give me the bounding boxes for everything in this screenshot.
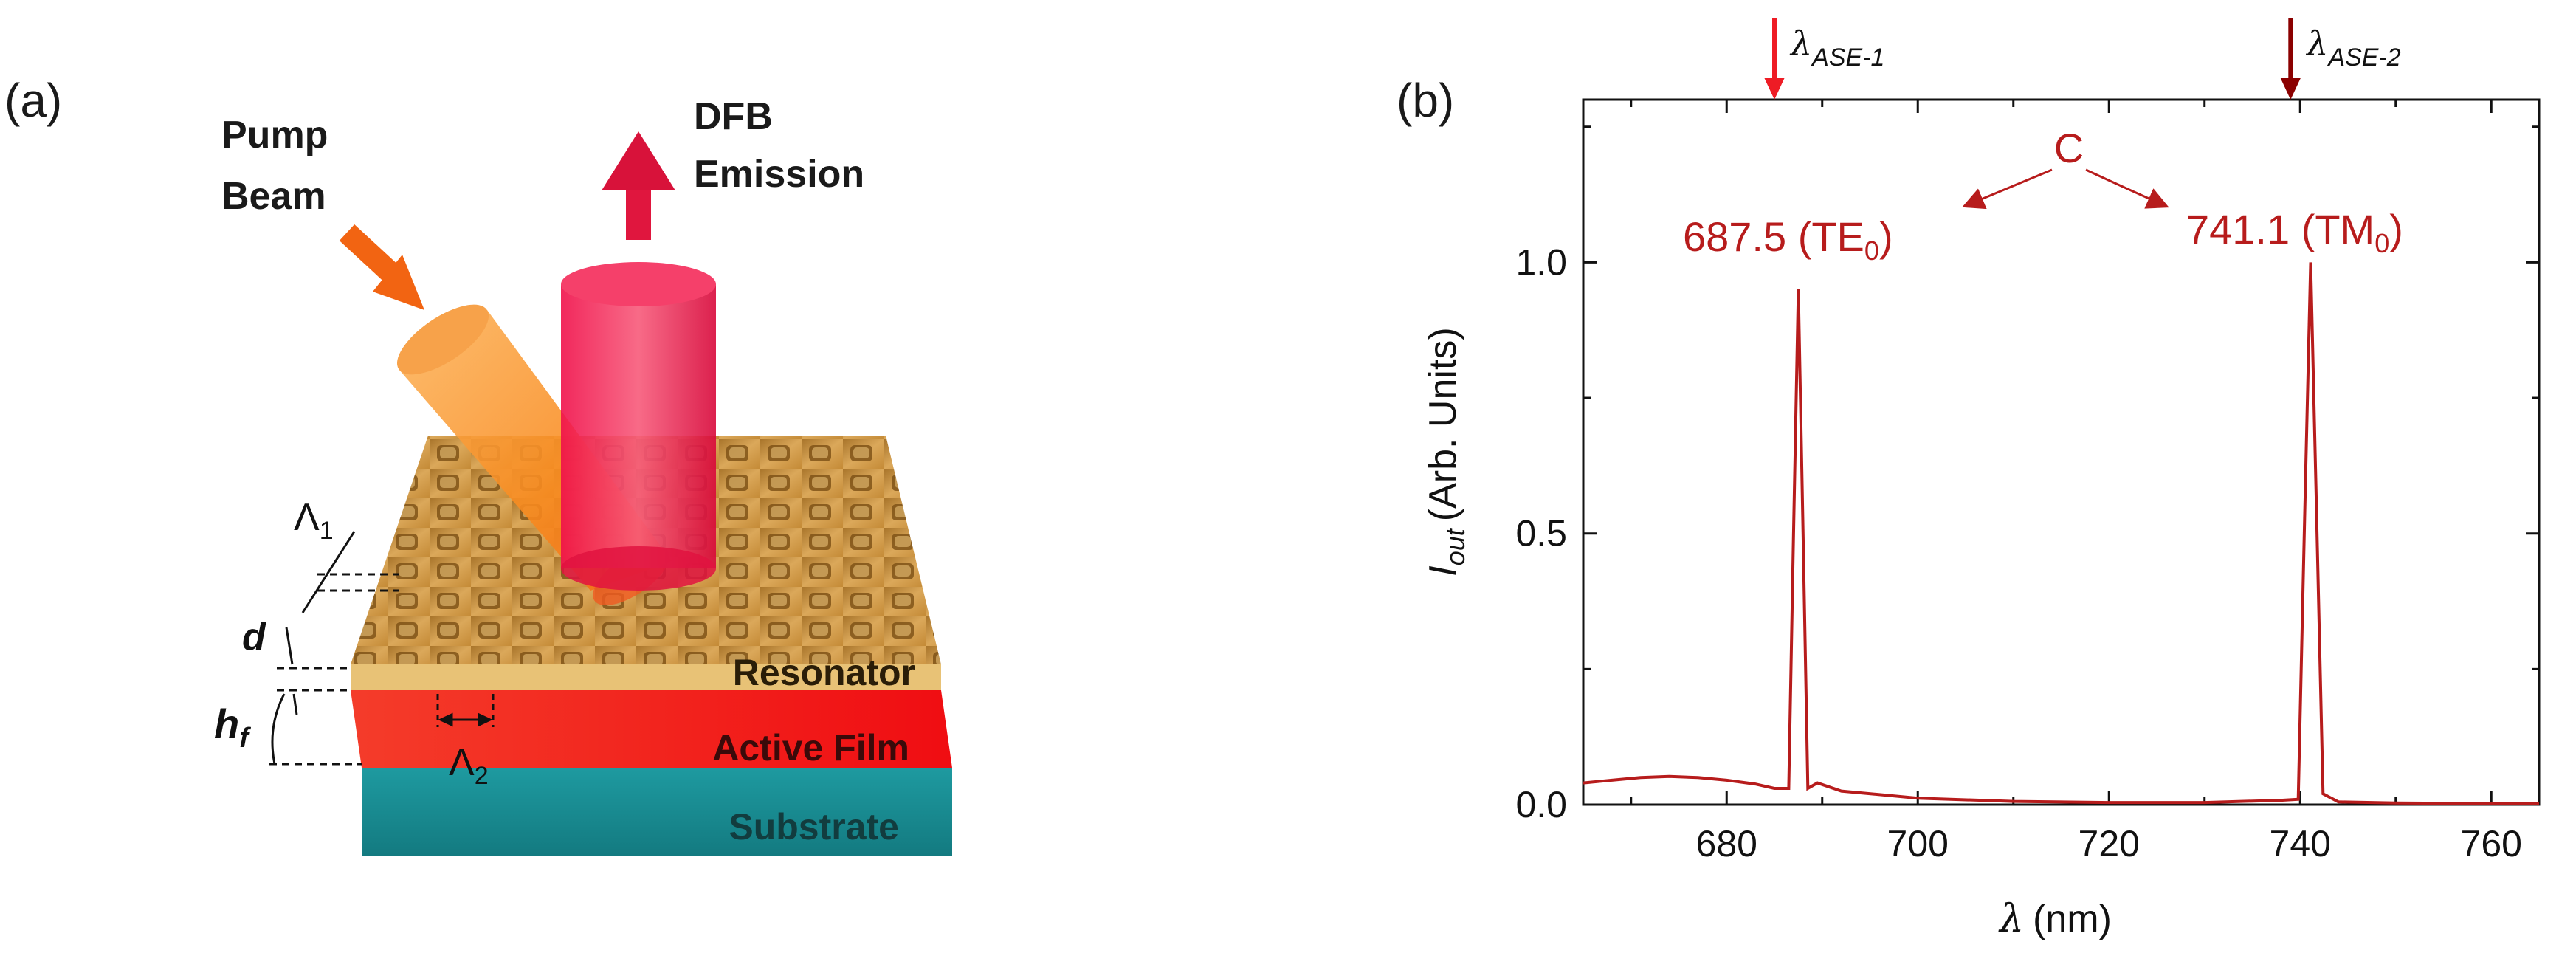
peak2-label: 741.1 (TM0) [2186,206,2403,258]
lambda2-dimension [436,694,495,727]
d-label: d [242,616,266,658]
pump-arrow-icon [339,224,424,310]
panel-a-label: (a) [4,74,62,127]
lambda1-dimension [301,531,399,613]
hf-label: hf [214,701,251,754]
active-film-layer: Active Film [351,690,952,768]
d-dimension [277,627,351,715]
emission-arrow-icon [602,131,675,240]
y-tick-label: 1.0 [1515,241,1567,283]
x-tick-label: 700 [1887,823,1949,864]
c-arrow-left-icon [1962,168,2053,210]
substrate-label: Substrate [729,806,899,847]
pump-label-line2: Beam [221,175,326,218]
panel-b-label: (b) [1397,74,1454,127]
x-tick-label: 740 [2270,823,2331,864]
y-axis-tick-labels: 0.0 0.5 1.0 [1515,241,1567,825]
substrate-layer: Substrate [362,768,952,856]
x-tick-label: 720 [2079,823,2140,864]
series-line-dfb-output [1583,262,2539,805]
ase1-arrow-icon [1764,18,1785,100]
lambda2-label: Λ2 [449,741,489,790]
c-arrow-right-icon [2085,168,2169,209]
ase2-label: λASE-2 [2305,24,2401,72]
y-tick-label: 0.0 [1515,784,1567,825]
x-axis-ticks [1630,100,2493,805]
panel-b: (b) 680 700 720 740 760 0.0 0.5 1.0 λ (nm) Iout… [1397,18,2541,941]
x-tick-label: 680 [1696,823,1757,864]
c-annotation: C [2054,125,2084,171]
resonator-label: Resonator [733,652,915,693]
dfb-emission-beam [561,262,716,591]
hf-dimension [269,693,362,766]
dfb-label-line2: Emission [694,153,864,196]
x-tick-label: 760 [2461,823,2522,864]
peak1-label: 687.5 (TE0) [1683,213,1893,266]
y-tick-label: 0.5 [1515,513,1567,554]
panel-a: (a) Substrate Active Film Resonator [4,74,952,856]
lambda1-label: Λ1 [294,496,334,545]
y-axis-label: Iout(Arb. Units) [1422,327,1470,576]
ase2-arrow-icon [2280,18,2301,100]
ase1-label: λASE-1 [1789,24,1884,72]
x-axis-label: λ (nm) [1998,897,2112,941]
plot-frame [1582,98,2541,806]
dfb-label-line1: DFB [694,95,773,138]
pump-label-line1: Pump [221,114,328,156]
active-film-label: Active Film [712,727,909,768]
x-axis-tick-labels: 680 700 720 740 760 [1696,823,2522,864]
